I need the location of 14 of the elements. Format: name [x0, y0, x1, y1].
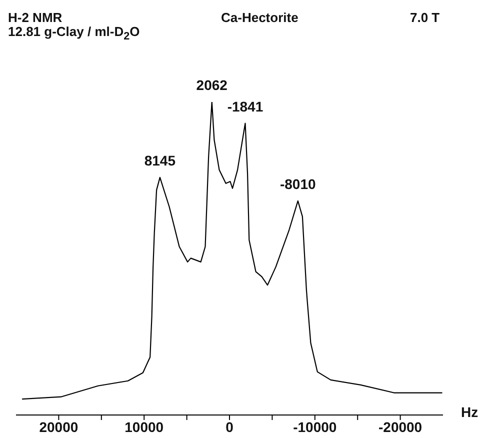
- x-tick-label: 10000: [124, 418, 164, 435]
- x-tick-label: -20000: [378, 418, 422, 435]
- x-axis-title: Hz: [461, 404, 478, 420]
- annotation: 2062: [196, 77, 228, 93]
- x-tick-label: 20000: [39, 418, 78, 435]
- annotation: 8145: [144, 152, 176, 168]
- text: Ca-Hectorite: [221, 10, 298, 25]
- annotation: -1841: [227, 98, 264, 114]
- chart-title: H-2 NMR: [8, 10, 62, 25]
- text: 7.0 T: [410, 10, 440, 25]
- x-tick-label: -10000: [293, 418, 337, 435]
- annotation: -8010: [280, 176, 316, 192]
- x-tick-label: 0: [226, 418, 234, 435]
- chart-subtitle: 12.81 g-Clay / ml-D$_{2}$O: [8, 24, 140, 43]
